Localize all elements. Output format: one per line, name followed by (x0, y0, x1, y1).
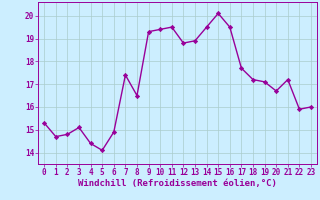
X-axis label: Windchill (Refroidissement éolien,°C): Windchill (Refroidissement éolien,°C) (78, 179, 277, 188)
